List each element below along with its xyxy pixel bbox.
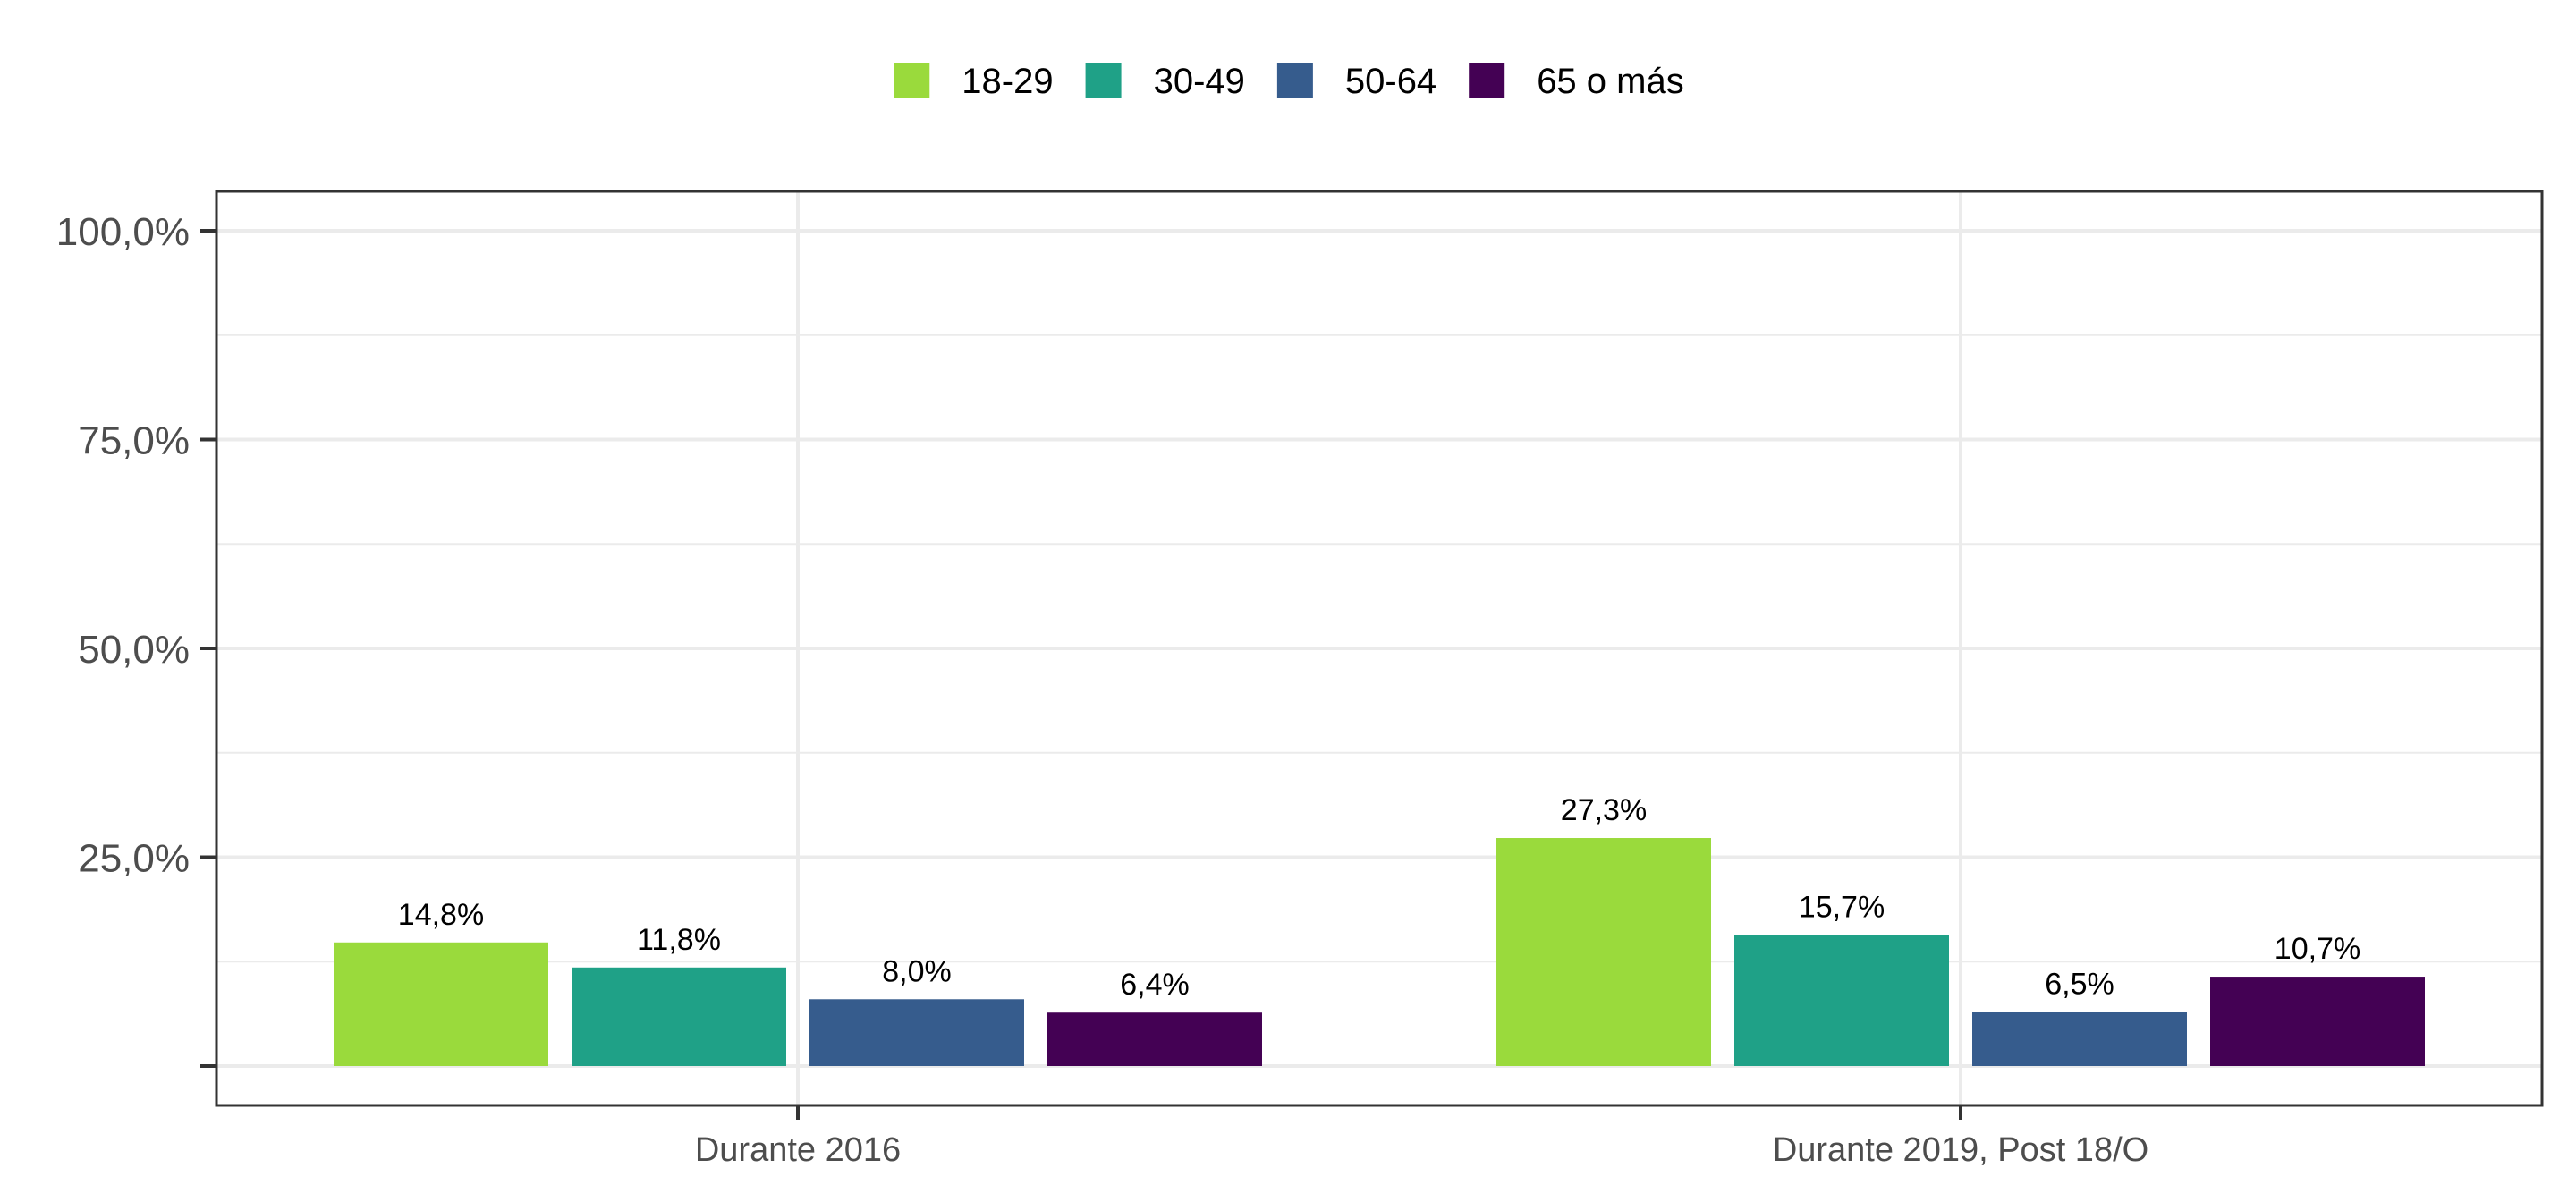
- data-label-50-64-durante-2016: 8,0%: [882, 954, 952, 988]
- legend-key-18-29: [894, 63, 930, 98]
- grid-lines: [216, 191, 2542, 1105]
- bar-50-64-durante-2019-post-18-o: [1972, 1012, 2187, 1066]
- bar-65-o-m-s-durante-2019-post-18-o: [2210, 977, 2425, 1066]
- y-tick-label: 75,0%: [78, 419, 190, 463]
- data-label-65-o-m-s-durante-2019-post-18-o: 10,7%: [2275, 932, 2360, 966]
- legend-label-18-29: 18-29: [962, 62, 1053, 101]
- y-tick-label: 25,0%: [78, 837, 190, 881]
- legend-item-50-64: 50-64: [1276, 62, 1436, 101]
- legend-item-65-o-m-s: 65 o más: [1469, 62, 1684, 101]
- legend: 18-29 30-49 50-64 65 o más: [894, 62, 1684, 101]
- bar-30-49-durante-2019-post-18-o: [1734, 935, 1949, 1066]
- x-axis: Durante 2016 Durante 2019, Post 18/O: [695, 1105, 2148, 1169]
- legend-label-65-o-m-s: 65 o más: [1537, 62, 1684, 101]
- legend-item-30-49: 30-49: [1085, 62, 1245, 101]
- plot-area: 14,8% 11,8% 8,0% 6,4% 27,3% 15,7% 6,5% 10,7%: [215, 190, 2544, 1107]
- y-axis: 25,0% 50,0% 75,0% 100,0%: [56, 210, 216, 1068]
- legend-key-50-64: [1276, 63, 1313, 98]
- legend-key-65-o-m-s: [1469, 63, 1505, 98]
- bar-30-49-durante-2016: [572, 967, 786, 1066]
- legend-item-18-29: 18-29: [894, 62, 1054, 101]
- data-labels: 14,8% 11,8% 8,0% 6,4% 27,3% 15,7% 6,5% 10,7%: [398, 793, 2360, 1002]
- data-label-65-o-m-s-durante-2016: 6,4%: [1120, 968, 1190, 1002]
- data-label-30-49-durante-2016: 11,8%: [637, 923, 721, 957]
- bar-65-o-m-s-durante-2016: [1047, 1012, 1262, 1066]
- data-label-50-64-durante-2019-post-18-o: 6,5%: [2045, 967, 2114, 1001]
- bar-18-29-durante-2016: [334, 942, 548, 1066]
- legend-label-50-64: 50-64: [1345, 62, 1436, 101]
- y-tick-label: 100,0%: [56, 210, 190, 254]
- data-label-18-29-durante-2016: 14,8%: [398, 898, 484, 932]
- bar-18-29-durante-2019-post-18-o: [1496, 838, 1711, 1066]
- x-tick-label-durante-2016: Durante 2016: [695, 1131, 901, 1169]
- x-tick-label-durante-2019-post-18-o: Durante 2019, Post 18/O: [1773, 1131, 2148, 1169]
- bars: [334, 838, 2425, 1066]
- data-label-30-49-durante-2019-post-18-o: 15,7%: [1799, 890, 1885, 924]
- y-tick-label: 50,0%: [78, 628, 190, 672]
- legend-key-30-49: [1085, 63, 1122, 98]
- bar-50-64-durante-2016: [809, 999, 1024, 1066]
- legend-label-30-49: 30-49: [1154, 62, 1245, 101]
- data-label-18-29-durante-2019-post-18-o: 27,3%: [1561, 793, 1647, 827]
